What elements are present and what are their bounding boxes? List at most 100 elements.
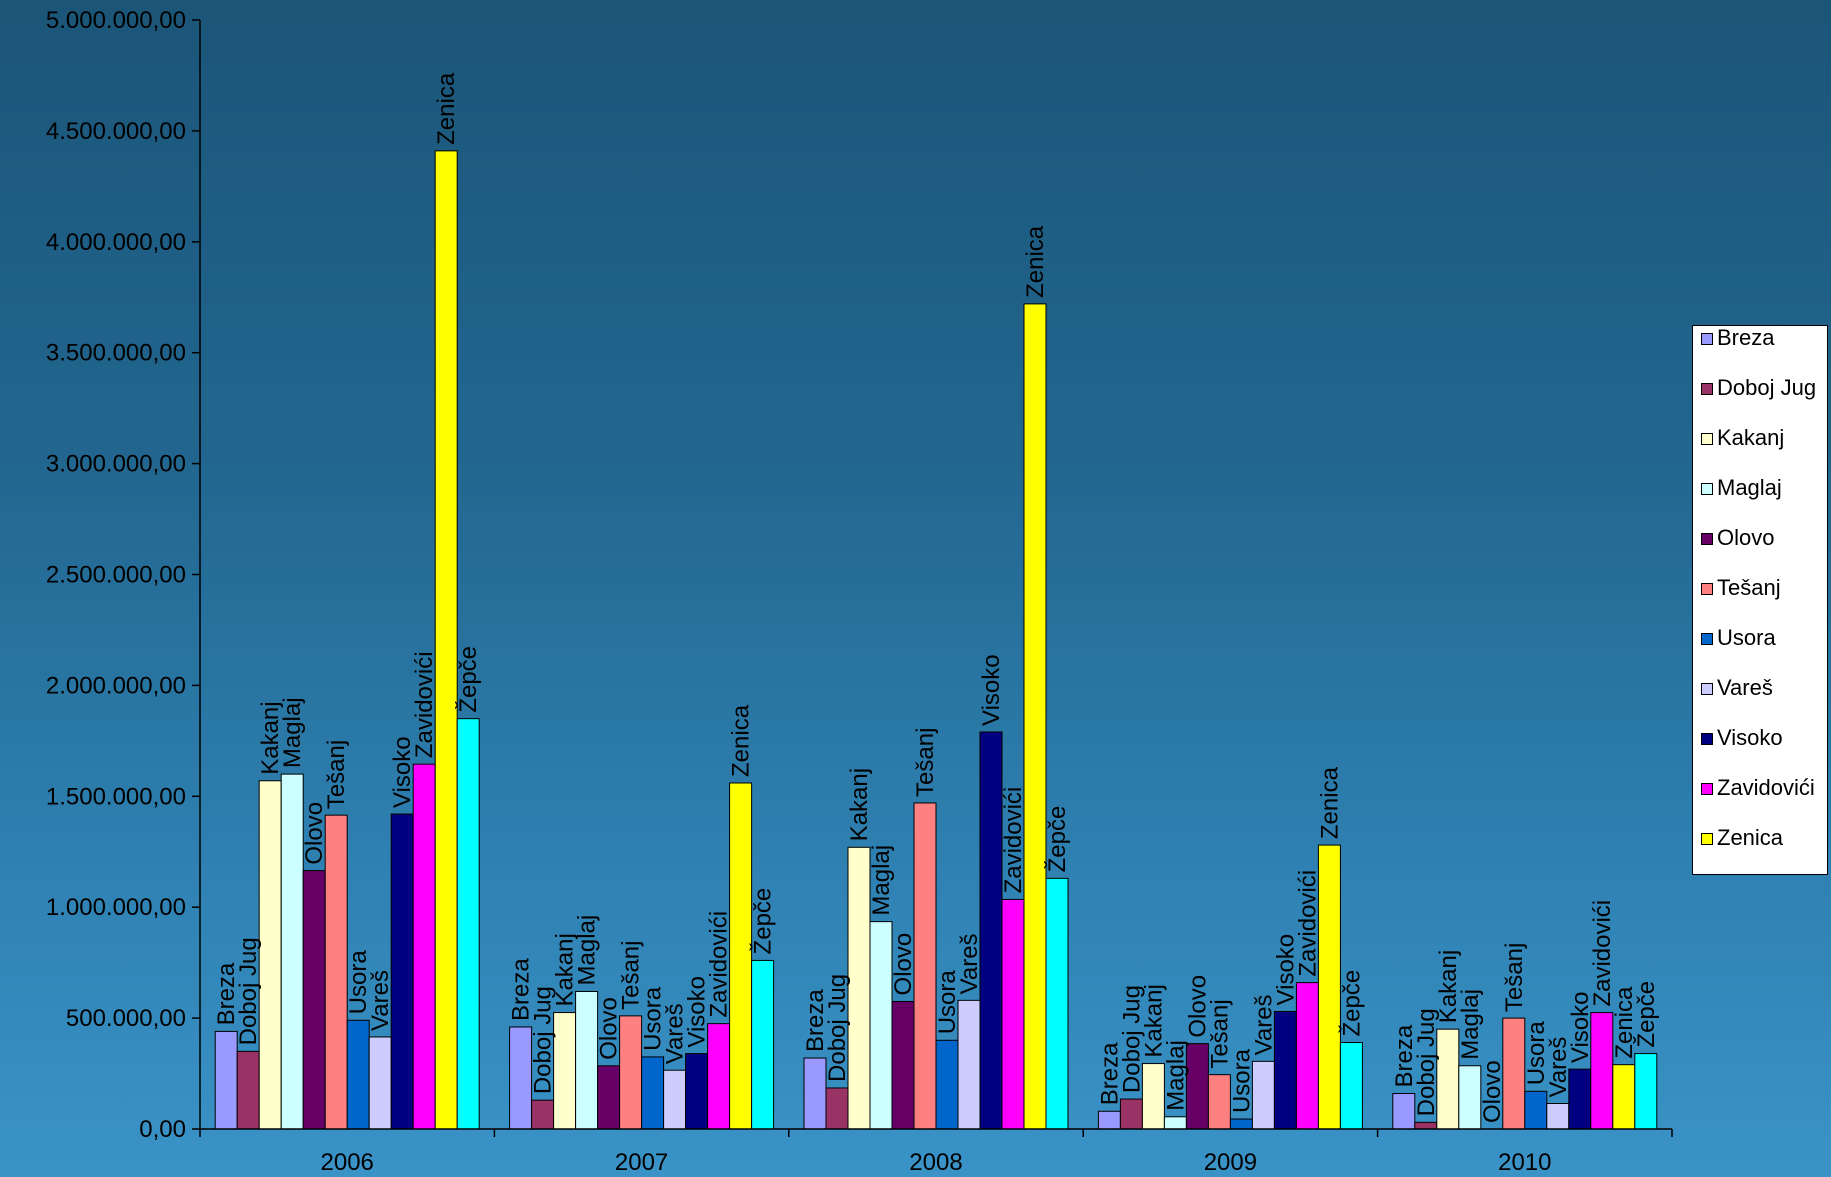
bar-data-label: Usora	[1228, 1048, 1255, 1113]
bar-data-label: Breza	[802, 989, 829, 1052]
bar-data-label: Zavidovići	[706, 911, 733, 1018]
legend-swatch	[1701, 583, 1713, 595]
bar-data-label: Tešanj	[1501, 943, 1528, 1012]
bar-2009-1	[1119, 1098, 1143, 1130]
bar-data-label: Olovo	[890, 933, 917, 996]
bar-data-label: Tešanj	[323, 740, 350, 809]
legend-item: Kakanj	[1701, 426, 1829, 450]
bar-2006-10	[434, 150, 458, 1130]
bar-data-label: Zenica	[728, 704, 755, 777]
bar-data-label: Žepče	[1338, 970, 1365, 1037]
bar-2007-5	[619, 1015, 643, 1130]
bar-2006-11	[456, 718, 480, 1130]
bar-data-label: Zavidovići	[1294, 870, 1321, 977]
bar-2006-2	[258, 780, 282, 1130]
legend-swatch	[1701, 833, 1713, 845]
y-tick-label: 4.000.000,00	[46, 229, 186, 256]
bar-data-label: Breza	[508, 958, 535, 1021]
bar-2007-4	[597, 1065, 621, 1130]
bar-2008-6	[935, 1039, 959, 1130]
bar-2010-11	[1634, 1053, 1658, 1130]
x-tick-label: 2010	[1498, 1149, 1551, 1176]
y-tick-label: 2.000.000,00	[46, 672, 186, 699]
legend-label: Usora	[1717, 625, 1776, 650]
bar-data-label: Usora	[345, 950, 372, 1015]
bar-data-label: Žepče	[750, 888, 777, 955]
bar-2010-2	[1436, 1028, 1460, 1130]
bar-2008-0	[803, 1057, 827, 1130]
legend-swatch	[1701, 483, 1713, 495]
legend-item: Olovo	[1701, 526, 1829, 550]
bar-2010-0	[1392, 1093, 1416, 1130]
x-tick-label: 2007	[615, 1149, 668, 1176]
bar-data-label: Žepče	[1633, 981, 1660, 1048]
bar-data-label: Doboj Jug	[235, 937, 262, 1045]
bar-data-label: Kakanj	[846, 768, 873, 841]
bar-data-label: Maglaj	[279, 697, 306, 768]
bar-2006-8	[390, 813, 414, 1130]
bar-data-label: Olovo	[1184, 975, 1211, 1038]
bar-2006-1	[236, 1050, 260, 1130]
legend-swatch	[1701, 633, 1713, 645]
legend-item: Usora	[1701, 626, 1829, 650]
bar-2010-6	[1524, 1090, 1548, 1130]
x-tick-label: 2009	[1204, 1149, 1257, 1176]
bar-2009-3	[1163, 1116, 1187, 1130]
bar-data-label: Zavidovići	[411, 651, 438, 758]
bar-data-label: Zenica	[1022, 225, 1049, 298]
bar-2007-11	[751, 959, 775, 1130]
bar-2007-2	[553, 1012, 577, 1130]
y-tick-label: 3.500.000,00	[46, 340, 186, 367]
y-tick-label: 4.500.000,00	[46, 118, 186, 145]
bar-2007-9	[707, 1023, 731, 1130]
y-tick-label: 5.000.000,00	[46, 7, 186, 34]
bar-2008-5	[913, 802, 937, 1130]
legend-label: Maglaj	[1717, 475, 1782, 500]
bar-data-label: Zenica	[1611, 986, 1638, 1059]
legend-swatch	[1701, 383, 1713, 395]
bar-data-label: Tešanj	[912, 728, 939, 797]
y-tick-label: 3.000.000,00	[46, 451, 186, 478]
legend-label: Olovo	[1717, 525, 1775, 550]
legend: Breza Doboj Jug Kakanj Maglaj Olovo Tešanj Uso…	[1692, 325, 1828, 875]
bar-2008-11	[1045, 877, 1069, 1130]
bar-data-label: Zenica	[433, 72, 460, 145]
bar-data-label: Breza	[213, 962, 240, 1025]
bar-data-label: Doboj Jug	[530, 986, 557, 1094]
bar-data-label: Visoko	[684, 976, 711, 1048]
bar-data-label: Tešanj	[618, 941, 645, 1010]
bar-2007-0	[509, 1026, 533, 1130]
bar-2009-6	[1229, 1118, 1253, 1130]
bar-data-label: Visoko	[389, 736, 416, 808]
legend-item: Zenica	[1701, 826, 1829, 850]
bar-2006-0	[214, 1030, 238, 1130]
bar-data-label: Olovo	[301, 802, 328, 865]
legend-item: Vareš	[1701, 676, 1829, 700]
bar-data-label: Zavidovići	[1589, 900, 1616, 1007]
bar-data-label: Zenica	[1316, 766, 1343, 839]
bar-2010-9	[1590, 1012, 1614, 1130]
bar-data-label: Doboj Jug	[1413, 1008, 1440, 1116]
bar-2008-9	[1001, 898, 1025, 1130]
legend-label: Kakanj	[1717, 425, 1785, 450]
bar-2006-3	[280, 773, 304, 1130]
legend-swatch	[1701, 433, 1713, 445]
bar-2007-6	[641, 1056, 665, 1130]
bar-data-label: Maglaj	[574, 915, 601, 986]
bar-data-label: Visoko	[1272, 934, 1299, 1006]
bar-data-label: Vareš	[1250, 994, 1277, 1055]
legend-item: Maglaj	[1701, 476, 1829, 500]
bar-2009-10	[1317, 844, 1341, 1130]
bar-2006-5	[324, 814, 348, 1130]
legend-item: Zavidovići	[1701, 776, 1829, 800]
legend-item: Tešanj	[1701, 576, 1829, 600]
bar-2010-3	[1458, 1065, 1482, 1130]
bar-data-label: Žepče	[455, 646, 482, 713]
legend-label: Doboj Jug	[1717, 375, 1817, 400]
bar-2008-10	[1023, 303, 1047, 1130]
x-axis-labels: 2006 2007 2008 2009 2010	[321, 1149, 1552, 1176]
bar-data-label: Kakanj	[1140, 984, 1167, 1057]
legend-label: Breza	[1717, 325, 1775, 350]
